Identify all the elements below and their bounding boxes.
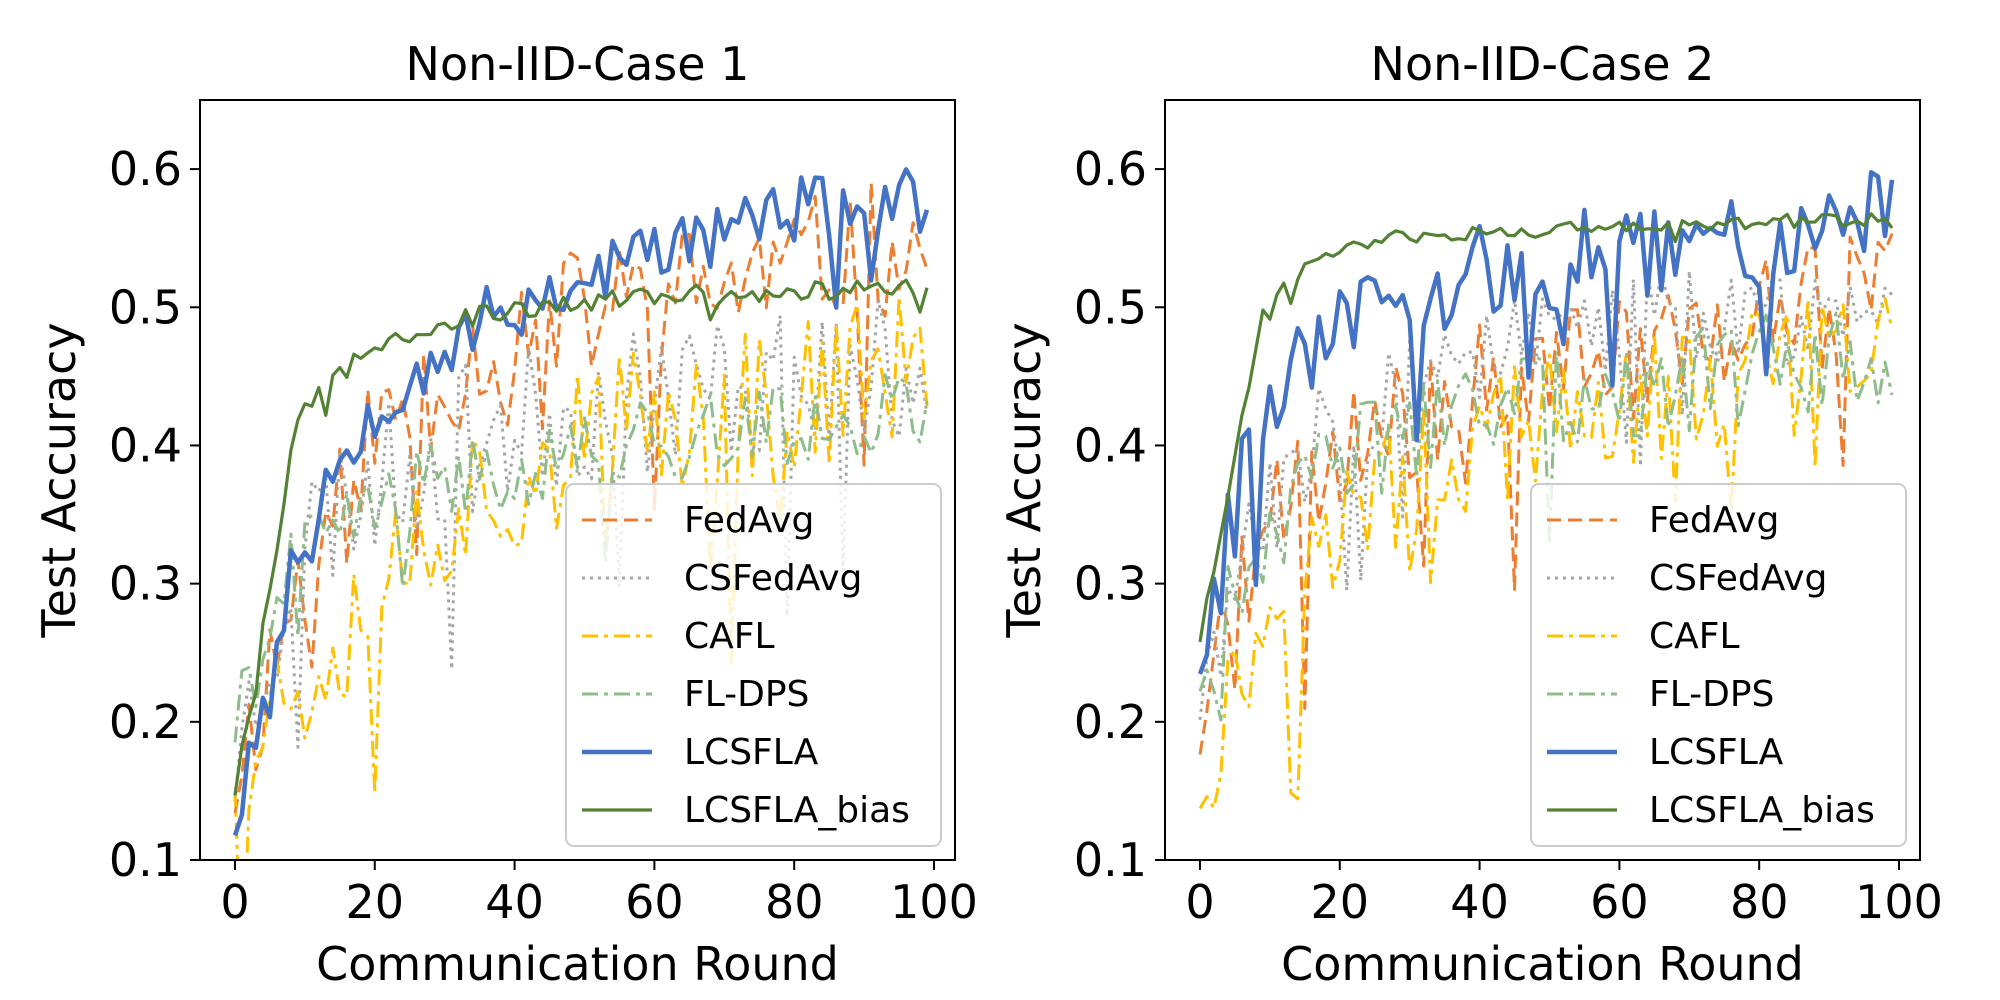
y-tick-label: 0.5 xyxy=(109,280,182,334)
plot-frame xyxy=(199,99,956,861)
y-tick-label: 0.3 xyxy=(1074,557,1147,611)
legend-label: LCSFLA xyxy=(684,732,819,773)
x-tick-label: 60 xyxy=(1590,875,1649,929)
plot-area xyxy=(1197,170,1895,810)
legend-box xyxy=(1530,483,1907,847)
legend-label: FL-DPS xyxy=(684,674,809,715)
y-axis-label: Test Accuracy xyxy=(32,322,86,638)
legend-box xyxy=(565,483,942,847)
y-tick-label: 0.4 xyxy=(109,418,182,472)
x-tick-label: 80 xyxy=(1730,875,1789,929)
chart-panel-2: 0 20 40 60 80 100 0.1 0.2 0.3 0.4 0.5 0.6 Non-IID-Ca… xyxy=(997,37,1943,991)
series-line-lcsfla xyxy=(232,167,930,837)
legend-label: LCSFLA xyxy=(1649,732,1784,773)
legend: FedAvg CSFedAvg CAFL FL-DPS LCSFLA LCSFLA_bia… xyxy=(1530,483,1907,847)
series-line-cafl xyxy=(233,295,929,860)
y-tick-label: 0.3 xyxy=(109,557,182,611)
legend-label: FedAvg xyxy=(684,500,814,541)
series-line-lcsfla-bias xyxy=(1198,212,1894,643)
series-line-cafl xyxy=(1198,296,1894,810)
y-tick-label: 0.2 xyxy=(109,695,182,749)
y-tick-label: 0.6 xyxy=(109,142,182,196)
series-line-fedavg xyxy=(233,181,929,814)
y-axis-label: Test Accuracy xyxy=(997,322,1051,638)
series-line-fl-dps xyxy=(1198,311,1894,722)
y-tick-label: 0.1 xyxy=(1074,833,1147,887)
chart-panel-1: 0 20 40 60 80 100 0.1 0.2 0.3 0.4 0.5 0.6 Non-IID-Ca… xyxy=(32,37,978,991)
x-tick-label: 60 xyxy=(625,875,684,929)
x-tick-label: 20 xyxy=(345,875,404,929)
x-tick-label: 40 xyxy=(1450,875,1509,929)
y-tick-label: 0.5 xyxy=(1074,280,1147,334)
x-tick-label: 20 xyxy=(1310,875,1369,929)
y-tick-label: 0.6 xyxy=(1074,142,1147,196)
legend-label: FedAvg xyxy=(1649,500,1779,541)
y-tick-label: 0.2 xyxy=(1074,695,1147,749)
legend: FedAvg CSFedAvg CAFL FL-DPS LCSFLA LCSFLA_bia… xyxy=(565,483,942,847)
legend-label: FL-DPS xyxy=(1649,674,1774,715)
series-line-fl-dps xyxy=(233,373,929,743)
series-line-lcsfla-bias xyxy=(233,278,929,796)
series-line-lcsfla xyxy=(1197,170,1895,675)
x-tick-label: 80 xyxy=(765,875,824,929)
plot-frame xyxy=(1164,99,1921,861)
legend-label: CAFL xyxy=(684,616,775,657)
x-tick-label: 0 xyxy=(220,875,249,929)
x-tick-label: 40 xyxy=(485,875,544,929)
x-tick-label: 0 xyxy=(1185,875,1214,929)
x-tick-label: 100 xyxy=(1855,875,1943,929)
x-axis-label: Communication Round xyxy=(1281,937,1804,991)
y-tick-label: 0.4 xyxy=(1074,418,1147,472)
plot-area xyxy=(232,167,930,860)
y-tick-label: 0.1 xyxy=(109,833,182,887)
legend-label: CSFedAvg xyxy=(1649,558,1827,599)
legend-label: CSFedAvg xyxy=(684,558,862,599)
x-tick-label: 100 xyxy=(890,875,978,929)
x-axis-label: Communication Round xyxy=(316,937,839,991)
chart-title: Non-IID-Case 2 xyxy=(1371,37,1715,91)
legend-label: LCSFLA_bias xyxy=(684,790,910,831)
chart-title: Non-IID-Case 1 xyxy=(406,37,750,91)
legend-label: LCSFLA_bias xyxy=(1649,790,1875,831)
legend-label: CAFL xyxy=(1649,616,1740,657)
